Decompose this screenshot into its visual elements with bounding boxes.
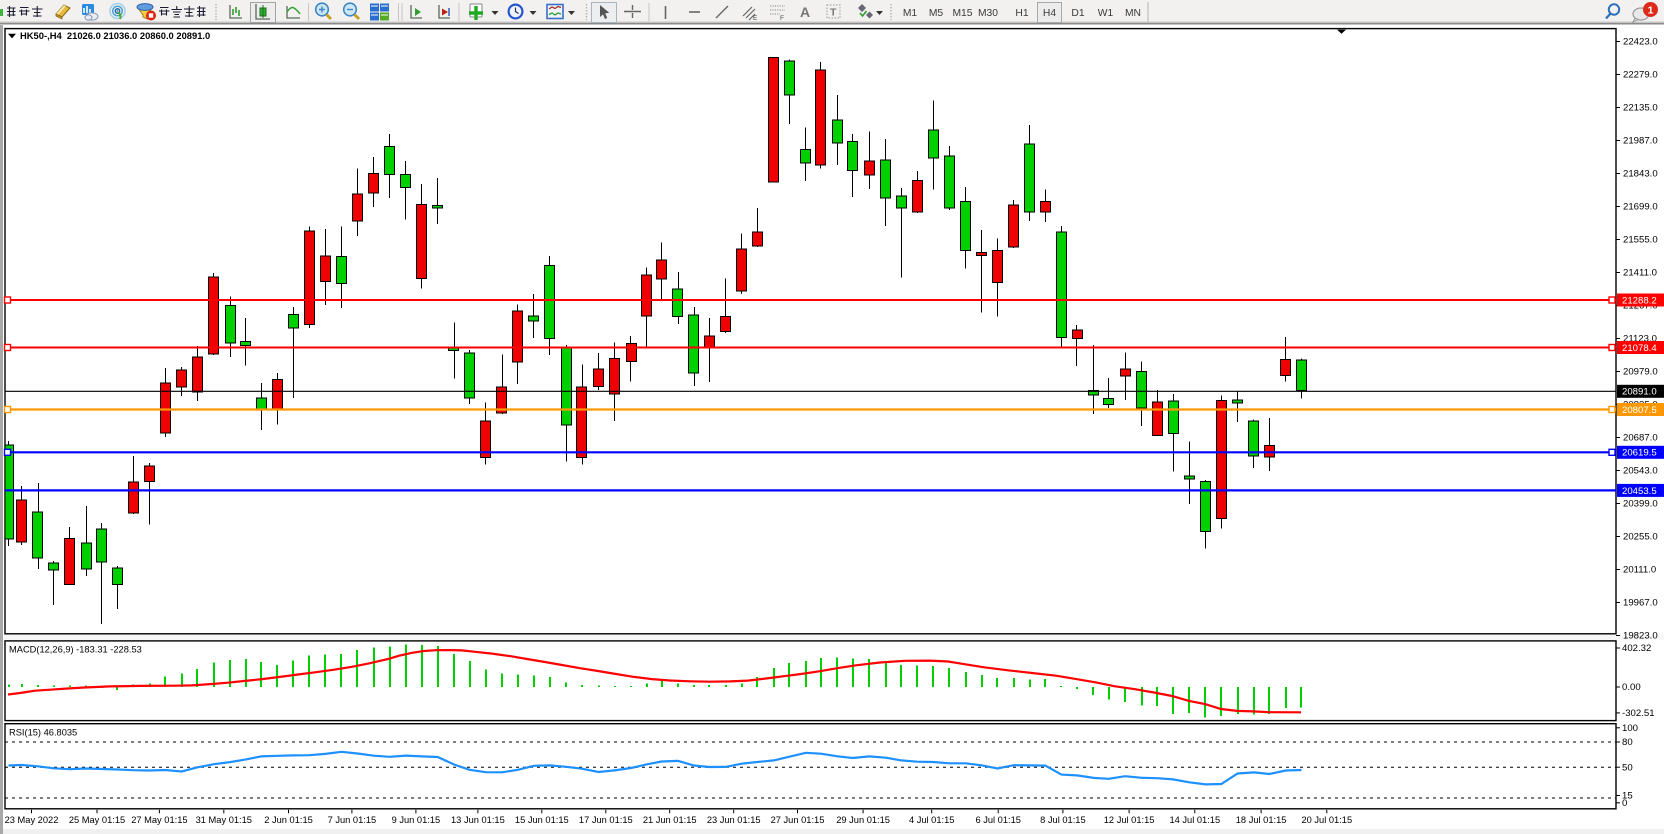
- svg-text:15 Jun 01:15: 15 Jun 01:15: [515, 815, 569, 825]
- svg-text:1: 1: [1648, 4, 1654, 16]
- svg-text:23 Jun 01:15: 23 Jun 01:15: [707, 815, 761, 825]
- svg-text:20453.5: 20453.5: [1622, 486, 1657, 497]
- svg-text:22279.0: 22279.0: [1623, 70, 1658, 81]
- svg-text:E: E: [753, 15, 758, 22]
- svg-text:21411.0: 21411.0: [1623, 268, 1657, 279]
- svg-text:20687.0: 20687.0: [1623, 433, 1658, 444]
- svg-text:14 Jul 01:15: 14 Jul 01:15: [1169, 815, 1220, 825]
- svg-text:4 Jul 01:15: 4 Jul 01:15: [909, 815, 955, 825]
- svg-text:17 Jun 01:15: 17 Jun 01:15: [579, 815, 633, 825]
- svg-text:H4: H4: [1043, 8, 1056, 19]
- svg-text:A: A: [800, 4, 810, 20]
- svg-text:M30: M30: [978, 8, 998, 19]
- svg-text:21987.0: 21987.0: [1623, 136, 1658, 147]
- svg-text:20111.0: 20111.0: [1623, 565, 1656, 576]
- svg-text:T: T: [830, 7, 837, 19]
- svg-text:402.32: 402.32: [1622, 643, 1651, 654]
- svg-text:M15: M15: [952, 8, 972, 19]
- svg-text:F: F: [780, 15, 784, 22]
- svg-text:21 Jun 01:15: 21 Jun 01:15: [643, 815, 697, 825]
- svg-text:W1: W1: [1098, 8, 1114, 19]
- svg-text:31 May 01:15: 31 May 01:15: [196, 815, 252, 825]
- svg-text:20543.0: 20543.0: [1623, 466, 1658, 477]
- svg-text:D1: D1: [1071, 8, 1084, 19]
- svg-text:19967.0: 19967.0: [1623, 598, 1658, 609]
- svg-text:RSI(15) 46.8035: RSI(15) 46.8035: [9, 728, 77, 738]
- svg-text:0.00: 0.00: [1622, 682, 1641, 693]
- svg-text:27 Jun 01:15: 27 Jun 01:15: [771, 815, 825, 825]
- svg-text:HK50-,H4 21026.0 21036.0 2086: HK50-,H4 21026.0 21036.0 20860.0 20891.0: [20, 30, 210, 41]
- svg-text:12 Jul 01:15: 12 Jul 01:15: [1104, 815, 1155, 825]
- svg-text:H1: H1: [1015, 8, 1028, 19]
- svg-text:21078.4: 21078.4: [1622, 343, 1657, 354]
- svg-text:27 May 01:15: 27 May 01:15: [131, 815, 187, 825]
- svg-text:-302.51: -302.51: [1622, 708, 1655, 719]
- svg-text:50: 50: [1622, 762, 1633, 773]
- svg-text:6 Jul 01:15: 6 Jul 01:15: [975, 815, 1021, 825]
- svg-text:19823.0: 19823.0: [1623, 631, 1658, 642]
- svg-text:80: 80: [1622, 737, 1633, 748]
- svg-text:9 Jun 01:15: 9 Jun 01:15: [392, 815, 441, 825]
- svg-text:0: 0: [1622, 798, 1627, 809]
- svg-text:20891.0: 20891.0: [1622, 387, 1657, 398]
- svg-text:20619.5: 20619.5: [1622, 448, 1657, 459]
- svg-text:MACD(12,26,9) -183.31 -228.53: MACD(12,26,9) -183.31 -228.53: [9, 645, 142, 655]
- svg-text:23 May 2022: 23 May 2022: [5, 815, 59, 825]
- svg-text:22423.0: 22423.0: [1623, 37, 1658, 48]
- svg-text:15: 15: [1622, 791, 1633, 802]
- svg-text:20399.0: 20399.0: [1623, 499, 1658, 510]
- svg-text:20807.5: 20807.5: [1622, 405, 1657, 416]
- svg-text:7 Jun 01:15: 7 Jun 01:15: [328, 815, 377, 825]
- svg-text:13 Jun 01:15: 13 Jun 01:15: [451, 815, 505, 825]
- svg-text:100: 100: [1622, 723, 1638, 734]
- svg-text:22135.0: 22135.0: [1623, 103, 1658, 114]
- svg-text:21288.2: 21288.2: [1622, 295, 1657, 306]
- svg-text:29 Jun 01:15: 29 Jun 01:15: [836, 815, 890, 825]
- svg-text:MN: MN: [1125, 8, 1141, 19]
- svg-text:21699.0: 21699.0: [1623, 202, 1658, 213]
- svg-text:25 May 01:15: 25 May 01:15: [69, 815, 125, 825]
- svg-text:M1: M1: [903, 8, 918, 19]
- svg-text:20 Jul 01:15: 20 Jul 01:15: [1301, 815, 1352, 825]
- svg-text:8 Jul 01:15: 8 Jul 01:15: [1040, 815, 1086, 825]
- svg-text:21123.0: 21123.0: [1623, 334, 1657, 345]
- svg-text:20979.0: 20979.0: [1623, 367, 1658, 378]
- svg-text:21843.0: 21843.0: [1623, 169, 1658, 180]
- svg-text:M5: M5: [929, 8, 944, 19]
- svg-text:20255.0: 20255.0: [1623, 532, 1658, 543]
- svg-text:2 Jun 01:15: 2 Jun 01:15: [264, 815, 313, 825]
- svg-text:18 Jul 01:15: 18 Jul 01:15: [1236, 815, 1287, 825]
- svg-text:21555.0: 21555.0: [1623, 235, 1658, 246]
